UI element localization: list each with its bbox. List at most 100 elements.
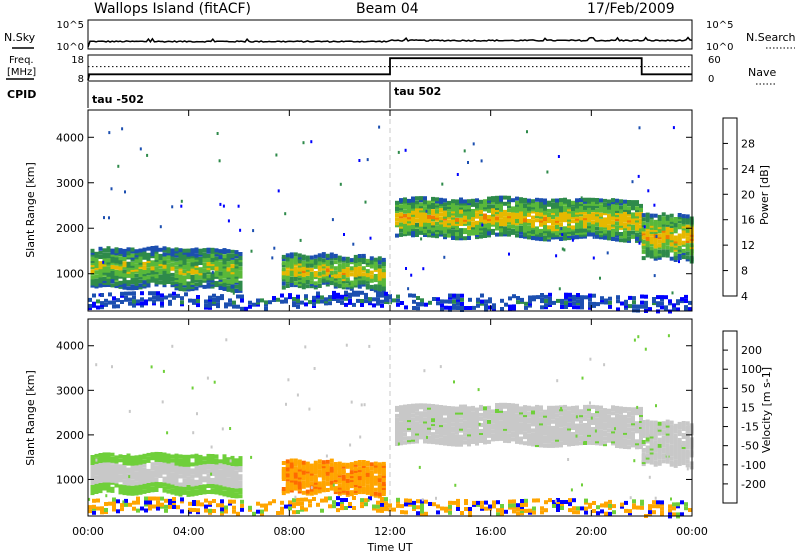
echo-cell	[361, 278, 366, 283]
echo-cell	[130, 479, 135, 484]
echo-cell	[341, 269, 346, 273]
echo-cell	[519, 422, 523, 427]
y-tick-label: 3000	[56, 177, 84, 190]
echo-cell	[653, 420, 658, 425]
echo-cell	[162, 275, 167, 279]
echo-cell	[591, 427, 595, 431]
echo-cell	[661, 212, 666, 217]
echo-cell	[551, 231, 555, 236]
echo-cell	[665, 231, 670, 236]
echo-cell	[547, 405, 551, 410]
echo-cell	[631, 234, 635, 239]
echo-cell	[551, 202, 555, 207]
echo-cell	[381, 276, 386, 281]
echo-cell	[238, 258, 243, 263]
echo-cell	[403, 230, 407, 235]
echo-cell	[443, 229, 447, 234]
echo-cell	[555, 202, 559, 207]
echo-cell	[427, 210, 431, 215]
echo-cell	[523, 232, 527, 237]
echo-cell	[475, 198, 479, 203]
echo-cell	[399, 228, 403, 233]
echo-cell	[377, 278, 382, 283]
echo-cell	[150, 262, 155, 267]
echo-cell	[479, 199, 483, 204]
echo-cell	[162, 279, 167, 284]
echo-cell	[172, 295, 176, 300]
echo-cell	[623, 230, 627, 235]
echo-cell	[357, 460, 362, 464]
echo-cell	[661, 222, 666, 227]
echo-cell	[264, 300, 268, 305]
echo-cell	[114, 455, 119, 460]
echo-cell	[198, 248, 203, 253]
echo-cell	[427, 223, 431, 228]
echo-cell	[341, 486, 346, 491]
echo-cell	[190, 468, 195, 473]
echo-cell	[507, 218, 511, 223]
nave-right-tick: 0	[708, 74, 714, 85]
echo-cell	[531, 219, 535, 224]
echo-cell	[174, 477, 179, 482]
echo-cell	[174, 257, 179, 262]
echo-cell	[431, 211, 435, 216]
echo-cell	[206, 249, 211, 254]
echo-cell	[365, 271, 370, 276]
echo-cell	[471, 211, 475, 216]
echo-cell	[471, 229, 475, 234]
echo-cell	[146, 468, 151, 473]
echo-cell	[317, 459, 322, 464]
echo-cell	[631, 230, 635, 235]
echo-cell	[234, 289, 239, 293]
echo-cell	[120, 300, 124, 304]
echo-cell	[635, 439, 639, 444]
echo-cell	[435, 226, 439, 230]
echo-cell	[301, 254, 306, 259]
y-tick-label: 2000	[56, 222, 84, 235]
echo-cell	[546, 170, 549, 174]
echo-cell	[645, 231, 650, 235]
echo-cell	[230, 274, 235, 279]
echo-cell	[138, 254, 143, 259]
echo-cell	[653, 274, 656, 278]
noise-panel-frame	[87, 19, 693, 50]
echo-cell	[555, 212, 559, 217]
echo-cell	[118, 484, 123, 489]
echo-cell	[648, 307, 652, 312]
echo-cell	[422, 267, 425, 271]
echo-cell	[196, 500, 200, 505]
echo-cell	[299, 238, 302, 242]
echo-cell	[333, 272, 338, 277]
echo-cell	[148, 496, 152, 501]
echo-cell	[507, 195, 511, 200]
echo-cell	[419, 413, 423, 418]
echo-cell	[681, 251, 686, 255]
echo-cell	[204, 504, 208, 509]
echo-cell	[309, 261, 314, 266]
echo-cell	[459, 234, 463, 239]
echo-cell	[431, 233, 435, 238]
echo-cell	[309, 271, 314, 276]
echo-cell	[431, 229, 435, 234]
echo-cell	[656, 301, 660, 306]
echo-cell	[226, 257, 231, 262]
echo-cell	[572, 305, 576, 310]
freq-left-tick: 18	[71, 55, 84, 66]
echo-cell	[583, 234, 587, 239]
echo-cell	[539, 231, 543, 235]
echo-cell	[455, 232, 459, 237]
echo-cell	[635, 236, 639, 241]
echo-cell	[623, 232, 627, 237]
echo-cell	[563, 226, 567, 231]
echo-cell	[162, 256, 167, 261]
echo-cell	[281, 275, 286, 280]
echo-cell	[623, 216, 627, 221]
echo-cell	[116, 298, 120, 303]
echo-cell	[639, 443, 643, 448]
echo-cell	[122, 455, 127, 459]
echo-cell	[519, 225, 523, 230]
echo-cell	[373, 274, 378, 278]
echo-cell	[451, 225, 455, 230]
echo-cell	[118, 256, 123, 261]
echo-cell	[660, 295, 664, 300]
